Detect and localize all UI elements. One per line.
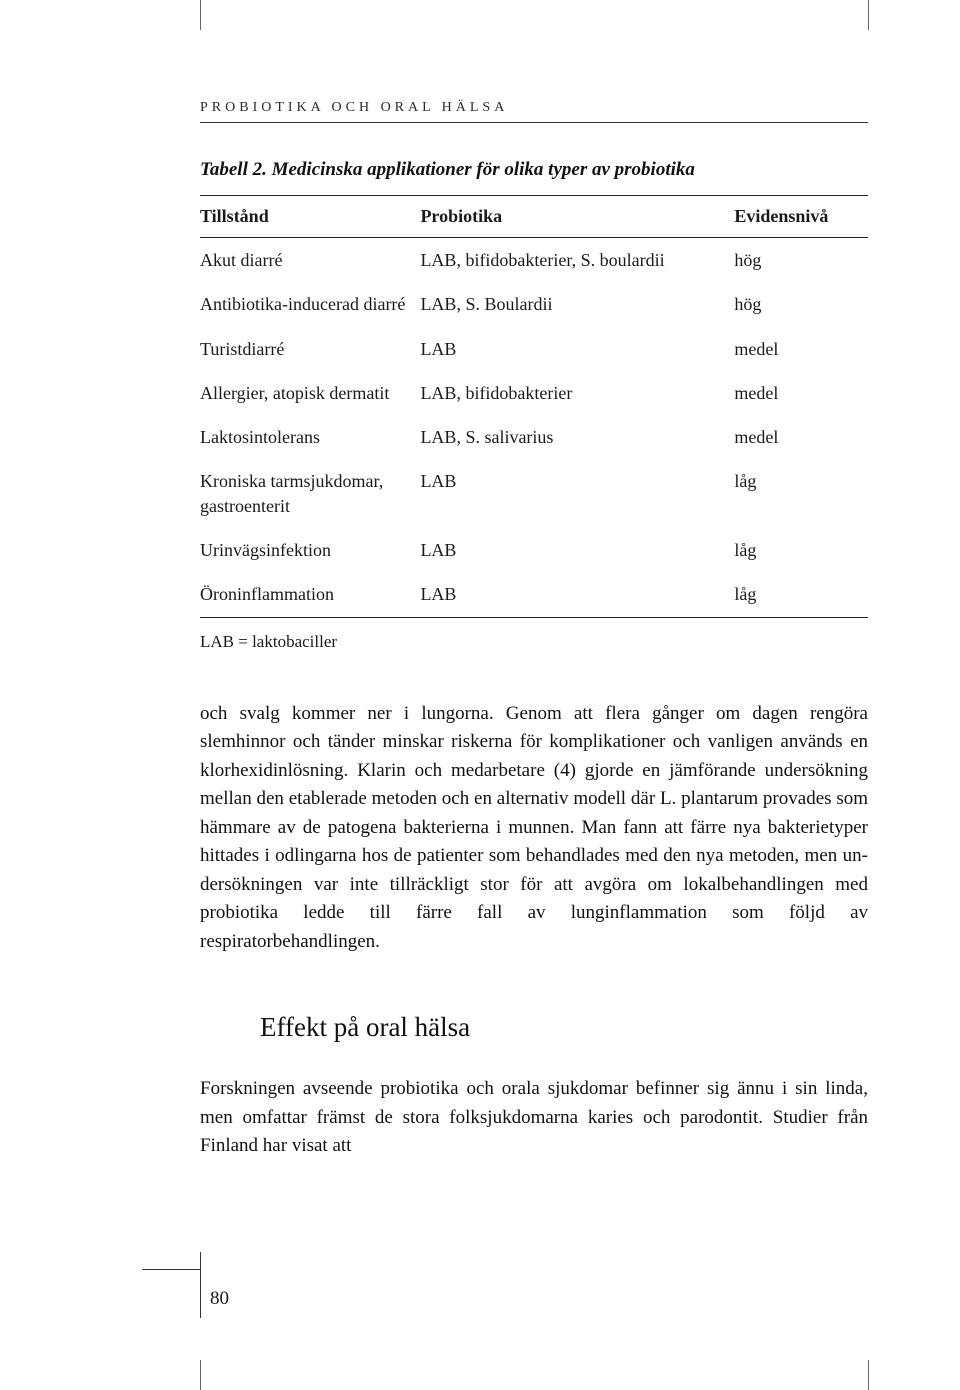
running-head: PROBIOTIKA OCH ORAL HÄLSA bbox=[200, 100, 868, 123]
body-paragraph: och svalg kommer ner i lungorna. Genom a… bbox=[200, 700, 868, 957]
cell-probiotic: LAB bbox=[420, 572, 734, 617]
table-caption: Tabell 2. Medicinska applikationer för o… bbox=[200, 159, 868, 181]
table-footnote: LAB = laktobaciller bbox=[200, 632, 868, 652]
cell-condition: Laktosintolerans bbox=[200, 415, 420, 459]
cell-evidence: låg bbox=[734, 528, 868, 572]
cell-condition: Antibiotika-inducerad diarré bbox=[200, 282, 420, 326]
crop-mark bbox=[200, 1360, 201, 1390]
table-row: Antibiotika-inducerad diarré LAB, S. Bou… bbox=[200, 282, 868, 326]
cell-condition: Öroninflammation bbox=[200, 572, 420, 617]
table-header-row: Tillstånd Probiotika Evidensnivå bbox=[200, 196, 868, 238]
header-evidence: Evidensnivå bbox=[734, 196, 868, 238]
cell-condition: Urinvägsinfektion bbox=[200, 528, 420, 572]
cell-evidence: hög bbox=[734, 282, 868, 326]
cell-evidence: låg bbox=[734, 459, 868, 528]
table-body: Akut diarré LAB, bifidobakterier, S. bou… bbox=[200, 238, 868, 618]
page: PROBIOTIKA OCH ORAL HÄLSA Tabell 2. Medi… bbox=[0, 0, 960, 1390]
cell-condition: Akut diarré bbox=[200, 238, 420, 283]
section-heading: Effekt på oral hälsa bbox=[260, 1012, 868, 1043]
cell-probiotic: LAB, bifidobakterier, S. boulardii bbox=[420, 238, 734, 283]
table-row: Öroninflammation LAB låg bbox=[200, 572, 868, 617]
header-condition: Tillstånd bbox=[200, 196, 420, 238]
table-row: Turistdiarré LAB medel bbox=[200, 327, 868, 371]
table-row: Urinvägsinfektion LAB låg bbox=[200, 528, 868, 572]
cell-probiotic: LAB bbox=[420, 459, 734, 528]
table-row: Kroniska tarmsjukdo­mar, gastroenterit L… bbox=[200, 459, 868, 528]
page-number: 80 bbox=[210, 1288, 229, 1310]
cell-evidence: låg bbox=[734, 572, 868, 617]
cell-evidence: medel bbox=[734, 415, 868, 459]
cell-probiotic: LAB, bifidobakterier bbox=[420, 371, 734, 415]
cell-probiotic: LAB bbox=[420, 327, 734, 371]
crop-mark bbox=[200, 0, 201, 30]
cell-probiotic: LAB, S. salivarius bbox=[420, 415, 734, 459]
cell-evidence: hög bbox=[734, 238, 868, 283]
cell-evidence: medel bbox=[734, 371, 868, 415]
medical-applications-table: Tillstånd Probiotika Evidensnivå Akut di… bbox=[200, 195, 868, 618]
cell-condition: Allergier, atopisk dermatit bbox=[200, 371, 420, 415]
cell-probiotic: LAB, S. Boulardii bbox=[420, 282, 734, 326]
page-number-rule bbox=[142, 1269, 200, 1270]
table-row: Laktosintolerans LAB, S. salivarius mede… bbox=[200, 415, 868, 459]
page-number-rule bbox=[200, 1252, 201, 1318]
crop-mark bbox=[868, 0, 869, 30]
crop-mark bbox=[868, 1360, 869, 1390]
cell-probiotic: LAB bbox=[420, 528, 734, 572]
content-area: PROBIOTIKA OCH ORAL HÄLSA Tabell 2. Medi… bbox=[200, 100, 868, 1161]
table-row: Akut diarré LAB, bifidobakterier, S. bou… bbox=[200, 238, 868, 283]
cell-evidence: medel bbox=[734, 327, 868, 371]
cell-condition: Turistdiarré bbox=[200, 327, 420, 371]
header-probiotic: Probiotika bbox=[420, 196, 734, 238]
cell-condition: Kroniska tarmsjukdo­mar, gastroenterit bbox=[200, 459, 420, 528]
table-row: Allergier, atopisk dermatit LAB, bifidob… bbox=[200, 371, 868, 415]
body-paragraph: Forskningen avseende probiotika och oral… bbox=[200, 1075, 868, 1161]
